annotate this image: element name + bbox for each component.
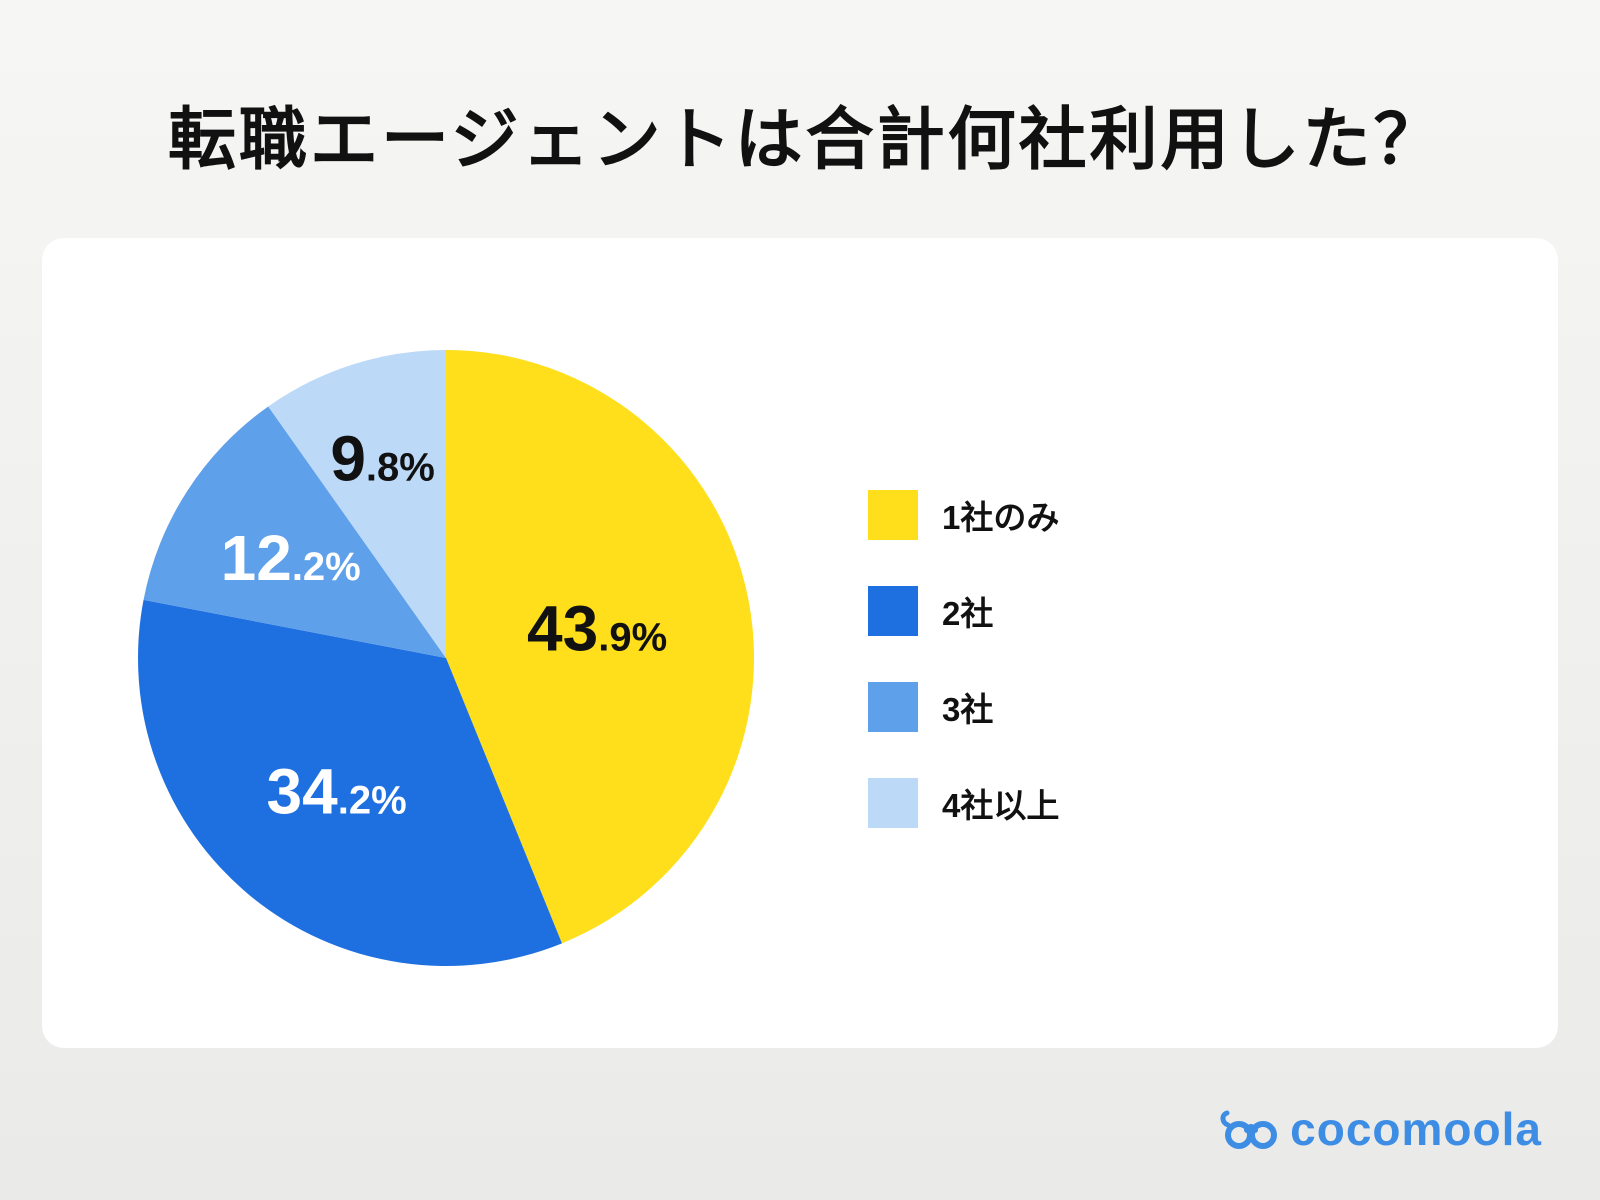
- cocomoola-goggles-icon: [1218, 1103, 1280, 1155]
- legend-label: 1社のみ: [942, 499, 1060, 536]
- pie-slice-label: 9.8%: [330, 422, 435, 494]
- legend-item: 1社のみ: [868, 490, 1059, 540]
- pie-chart-container: 43.9% 34.2% 12.2% 9.8%: [134, 346, 758, 970]
- cocomoola-logo: cocomoola: [1218, 1102, 1542, 1156]
- legend-label: 4社以上: [942, 787, 1060, 824]
- legend-swatch: [868, 490, 918, 540]
- pie-slice-label: 43.9%: [527, 593, 667, 665]
- pie-chart: 43.9% 34.2% 12.2% 9.8%: [138, 350, 754, 966]
- page-title: 転職エージェントは合計何社利用した？: [168, 102, 1445, 178]
- legend-item: 3社: [868, 682, 1059, 732]
- legend-label: 2社: [942, 595, 994, 632]
- legend-item: 4社以上: [868, 778, 1059, 828]
- chart-legend: 1社のみ 2社 3社 4社以上: [868, 490, 1059, 828]
- pie-slice: [143, 406, 447, 658]
- cocomoola-logo-text: cocomoola: [1290, 1103, 1542, 1155]
- legend-label: 3社: [942, 691, 994, 728]
- pie-slice-label: 34.2%: [267, 755, 407, 827]
- pie-slice: [138, 599, 562, 966]
- chart-card: 43.9% 34.2% 12.2% 9.8% 1社のみ 2社 3社 4社以上: [42, 238, 1558, 1048]
- pie-slice: [268, 350, 446, 658]
- legend-swatch: [868, 682, 918, 732]
- legend-swatch: [868, 778, 918, 828]
- legend-item: 2社: [868, 586, 1059, 636]
- pie-slice-label: 12.2%: [221, 522, 361, 594]
- legend-swatch: [868, 586, 918, 636]
- pie-slice: [446, 350, 754, 944]
